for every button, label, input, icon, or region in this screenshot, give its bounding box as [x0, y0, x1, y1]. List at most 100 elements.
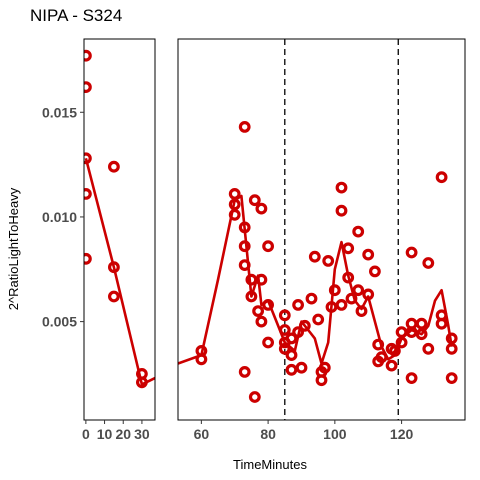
data-point: [435, 171, 448, 184]
data-point: [445, 372, 458, 385]
data-point: [278, 324, 291, 336]
data-point: [298, 319, 311, 332]
data-point: [245, 273, 258, 286]
data-point: [262, 240, 275, 253]
data-point: [389, 345, 401, 357]
x-tick-label: 20: [115, 426, 131, 442]
y-tick-label: 0.005: [42, 314, 77, 330]
data-point: [335, 204, 348, 217]
x-tick-label: 100: [323, 426, 347, 442]
data-point: [285, 332, 298, 345]
data-point: [228, 208, 241, 221]
data-point: [255, 202, 268, 215]
data-point: [422, 257, 435, 269]
data-point: [342, 242, 355, 255]
panel-plot-area: [178, 39, 458, 420]
data-point: [292, 299, 305, 311]
data-point: [248, 194, 261, 207]
data-point: [252, 305, 265, 318]
data-point: [238, 120, 251, 133]
data-point: [355, 305, 368, 318]
data-point: [312, 313, 325, 326]
data-point: [372, 338, 385, 351]
data-point: [342, 271, 355, 284]
data-point: [322, 255, 335, 267]
data-point: [305, 292, 318, 305]
data-point: [422, 342, 435, 355]
fit-line: [84, 157, 155, 386]
data-point: [238, 240, 251, 253]
data-point: [328, 284, 341, 297]
data-point: [107, 261, 120, 274]
data-point: [335, 299, 348, 311]
data-point: [228, 198, 241, 211]
data-point: [84, 252, 92, 265]
panel-frame: [83, 38, 156, 421]
data-point: [84, 152, 92, 165]
data-point: [362, 288, 375, 301]
data-point: [255, 273, 268, 286]
x-tick-label: 0: [82, 426, 90, 442]
x-tick-label: 30: [134, 426, 150, 442]
left-panel: 0 10 20 30: [82, 38, 156, 442]
x-tick-label: 60: [194, 426, 210, 442]
data-point: [345, 292, 358, 305]
data-point: [278, 309, 291, 322]
data-point: [352, 284, 365, 297]
data-point: [245, 290, 258, 303]
data-point: [395, 326, 408, 339]
data-point: [405, 372, 418, 385]
data-point: [435, 317, 448, 330]
data-point: [445, 342, 458, 355]
data-point: [415, 317, 428, 330]
data-point: [335, 181, 348, 194]
y-axis: 0.005 0.010 0.015: [42, 104, 84, 330]
data-point: [308, 250, 321, 263]
y-tick-label: 0.010: [42, 209, 77, 225]
data-point: [445, 332, 458, 345]
data-point: [405, 326, 418, 339]
data-point: [84, 81, 92, 93]
data-point: [395, 336, 408, 349]
x-tick-label: 80: [260, 426, 276, 442]
data-point: [415, 328, 428, 341]
data-point: [295, 361, 308, 374]
x-tick-label: 120: [390, 426, 414, 442]
data-point: [262, 336, 275, 349]
data-point: [285, 349, 298, 362]
data-point: [238, 259, 251, 272]
data-point: [84, 188, 92, 200]
data-point: [325, 301, 338, 313]
data-point: [84, 49, 92, 62]
data-point: [285, 363, 298, 376]
panel-frame: [177, 38, 466, 421]
data-point: [318, 361, 331, 374]
data-point: [195, 353, 208, 366]
x-tick-label: 10: [97, 426, 113, 442]
data-point: [228, 187, 241, 200]
right-panel: 60 80 100 120: [177, 38, 466, 442]
data-point: [278, 342, 291, 355]
chart-title: NIPA - S324: [30, 6, 122, 25]
data-point: [107, 160, 120, 173]
data-point: [405, 246, 418, 259]
fit-line: [178, 194, 453, 365]
data-point: [262, 299, 275, 311]
x-axis-title: TimeMinutes: [233, 457, 307, 472]
panel-plot-area: [84, 49, 155, 389]
data-point: [292, 326, 305, 339]
y-axis-title: 2^RatioLightToHeavy: [6, 187, 21, 310]
data-point: [385, 359, 398, 372]
y-tick-label: 0.015: [42, 104, 77, 120]
data-point: [375, 351, 388, 364]
data-point: [135, 376, 148, 389]
data-point: [362, 248, 375, 261]
data-point: [238, 221, 251, 234]
data-point: [248, 391, 261, 403]
data-point: [107, 290, 120, 303]
data-point: [238, 366, 251, 378]
data-point: [352, 225, 365, 238]
data-point: [255, 315, 268, 328]
data-point: [369, 265, 381, 278]
